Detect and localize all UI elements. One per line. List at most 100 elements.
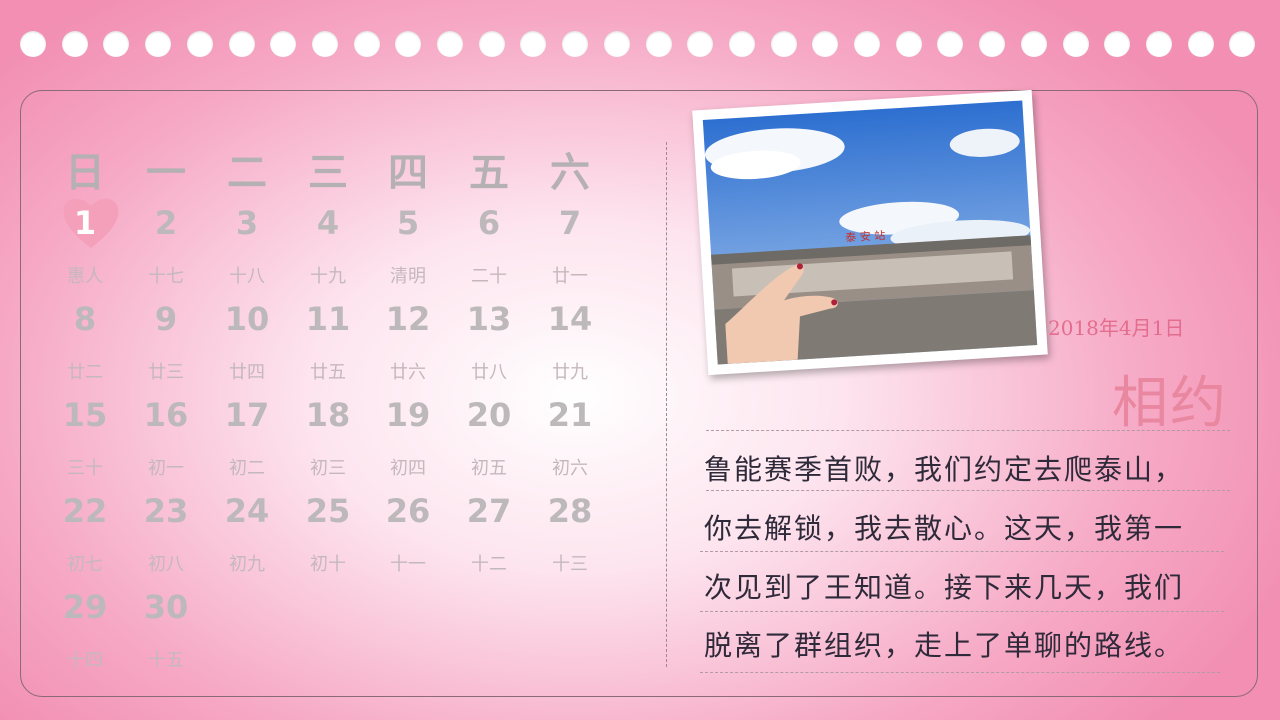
card-divider: [666, 142, 667, 667]
station-sign: 泰 安 站: [845, 228, 886, 244]
binder-hole: [1187, 31, 1214, 57]
day-number: 19: [385, 396, 431, 434]
lunar-date: 初十: [310, 554, 346, 575]
entry-line: 你去解锁，我去散心。这天，我第一: [704, 512, 1185, 545]
day-number: 23: [143, 492, 189, 530]
lunar-date: 十四: [67, 650, 103, 671]
day-number: 6: [477, 204, 501, 242]
entry-line: 次见到了王知道。接下来几天，我们: [704, 571, 1185, 604]
day-number: 18: [305, 396, 351, 434]
day-number: 5: [396, 204, 420, 242]
binder-hole: [103, 31, 130, 57]
lunar-date: 廿五: [310, 362, 346, 383]
lunar-date: 十九: [310, 266, 346, 287]
binder-hole: [353, 31, 380, 57]
lunar-date: 廿三: [148, 362, 184, 383]
binder-hole: [812, 31, 839, 57]
binder-hole: [145, 31, 172, 57]
binder-hole: [186, 31, 213, 57]
binder-hole: [728, 31, 755, 57]
lunar-date: 初四: [390, 458, 426, 479]
binder-hole: [270, 31, 297, 57]
calendar-card: [20, 90, 1258, 697]
entry-date: 2018年4月1日: [1048, 316, 1185, 340]
binder-hole: [687, 31, 714, 57]
binder-hole: [520, 31, 547, 57]
text-rule: [700, 672, 1220, 673]
day-number: 13: [466, 300, 512, 338]
lunar-date: 初二: [229, 458, 265, 479]
lunar-date: 廿二: [67, 362, 103, 383]
weekday-fri: 五: [469, 149, 509, 196]
weekday-sun: 日: [65, 149, 105, 196]
lunar-date: 廿八: [471, 362, 507, 383]
lunar-date: 廿四: [229, 362, 265, 383]
entry-line: 鲁能赛季首败，我们约定去爬泰山，: [704, 453, 1185, 486]
lunar-date: 初一: [148, 458, 184, 479]
day-number: 20: [466, 396, 512, 434]
lunar-date: 十二: [471, 554, 507, 575]
binder-hole: [395, 31, 422, 57]
binder-hole: [979, 31, 1006, 57]
day-number: 7: [558, 204, 582, 242]
binder-hole: [645, 31, 672, 57]
binder-hole: [1145, 31, 1172, 57]
day-number: 10: [224, 300, 270, 338]
lunar-date: 廿六: [390, 362, 426, 383]
weekday-thu: 四: [388, 149, 428, 196]
day-number: 30: [143, 588, 189, 626]
day-number: 9: [154, 300, 178, 338]
entry-title: 相约: [1112, 371, 1228, 436]
lunar-date: 十七: [148, 266, 184, 287]
day-number: 24: [224, 492, 270, 530]
binder-hole: [61, 31, 88, 57]
day-number: 2: [154, 204, 178, 242]
binder-hole: [603, 31, 630, 57]
weekday-mon: 一: [146, 149, 186, 196]
binder-hole: [937, 31, 964, 57]
lunar-date: 初六: [552, 458, 588, 479]
weekday-wed: 三: [308, 149, 348, 196]
lunar-date: 十一: [390, 554, 426, 575]
lunar-date: 初三: [310, 458, 346, 479]
day-number: 17: [224, 396, 270, 434]
lunar-date: 清明: [390, 266, 426, 287]
entry-line: 脱离了群组织，走上了单聊的路线。: [704, 629, 1185, 662]
day-number: 4: [316, 204, 340, 242]
text-rule: [700, 611, 1224, 612]
binder-hole: [562, 31, 589, 57]
lunar-date: 三十: [67, 458, 103, 479]
day-number: 14: [547, 300, 593, 338]
binder-hole: [895, 31, 922, 57]
text-rule: [706, 490, 1230, 491]
day-number: 11: [305, 300, 351, 338]
lunar-date: 二十: [471, 266, 507, 287]
day-number: 3: [235, 204, 259, 242]
binder-hole: [20, 31, 46, 57]
binder-hole: [478, 31, 505, 57]
binder-hole: [1020, 31, 1047, 57]
binder-hole: [437, 31, 463, 57]
day-number: 21: [547, 396, 593, 434]
binder-hole: [1104, 31, 1131, 57]
day-number: 26: [385, 492, 431, 530]
lunar-date: 惠人: [67, 266, 103, 287]
binder-hole: [770, 31, 797, 57]
lunar-date: 初五: [471, 458, 507, 479]
text-rule: [706, 430, 1230, 431]
day-number: 28: [547, 492, 593, 530]
lunar-date: 廿九: [552, 362, 588, 383]
station-photo: 泰 安 站: [702, 100, 1038, 365]
lunar-date: 廿一: [552, 266, 588, 287]
lunar-date: 十三: [552, 554, 588, 575]
day-number: 27: [466, 492, 512, 530]
lunar-date: 十五: [148, 650, 184, 671]
day-number: 15: [62, 396, 108, 434]
day-number-today: 1: [73, 204, 97, 242]
lunar-date: 初七: [67, 554, 103, 575]
day-number: 25: [305, 492, 351, 530]
day-number: 12: [385, 300, 431, 338]
binder-hole: [854, 31, 880, 57]
weekday-sat: 六: [550, 149, 590, 196]
lunar-date: 初八: [148, 554, 184, 575]
